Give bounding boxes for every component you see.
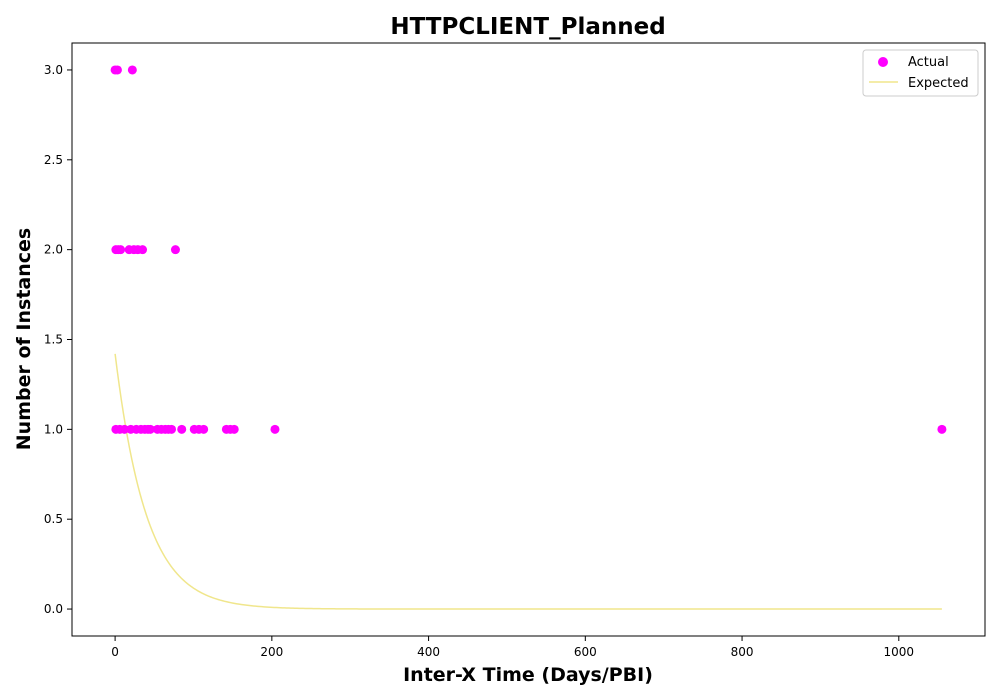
plot-frame xyxy=(72,43,985,636)
y-axis-ticks: 0.0 0.5 1.0 1.5 2.0 2.5 3.0 xyxy=(44,63,72,616)
actual-point xyxy=(230,425,239,434)
x-axis-ticks: 0 200 400 600 800 1000 xyxy=(111,636,914,659)
legend-expected-label: Expected xyxy=(908,76,969,91)
actual-point xyxy=(199,425,208,434)
y-tick-label: 1.0 xyxy=(44,422,63,436)
actual-point xyxy=(167,425,176,434)
plot-area xyxy=(111,65,947,609)
y-axis-label: Number of Instances xyxy=(13,228,35,450)
y-tick-label: 0.5 xyxy=(44,512,63,526)
x-tick-label: 600 xyxy=(574,645,597,659)
expected-line xyxy=(115,354,942,609)
actual-point xyxy=(177,425,186,434)
actual-point xyxy=(113,65,122,74)
y-tick-label: 0.0 xyxy=(44,602,63,616)
actual-series xyxy=(111,65,947,433)
legend-actual-label: Actual xyxy=(908,55,949,70)
y-tick-label: 2.0 xyxy=(44,243,63,257)
y-tick-label: 2.5 xyxy=(44,153,63,167)
x-tick-label: 200 xyxy=(260,645,283,659)
x-axis-label: Inter-X Time (Days/PBI) xyxy=(403,664,653,686)
chart-title: HTTPCLIENT_Planned xyxy=(390,14,665,40)
x-tick-label: 0 xyxy=(111,645,119,659)
expected-series xyxy=(115,354,942,609)
actual-point xyxy=(128,65,137,74)
y-tick-label: 1.5 xyxy=(44,333,63,347)
legend: Actual Expected xyxy=(863,50,978,96)
actual-point xyxy=(270,425,279,434)
actual-point xyxy=(937,425,946,434)
actual-point xyxy=(138,245,147,254)
y-tick-label: 3.0 xyxy=(44,63,63,77)
actual-point xyxy=(116,245,125,254)
x-tick-label: 800 xyxy=(731,645,754,659)
x-tick-label: 1000 xyxy=(884,645,915,659)
x-tick-label: 400 xyxy=(417,645,440,659)
actual-point xyxy=(171,245,180,254)
legend-actual-marker xyxy=(878,57,888,67)
